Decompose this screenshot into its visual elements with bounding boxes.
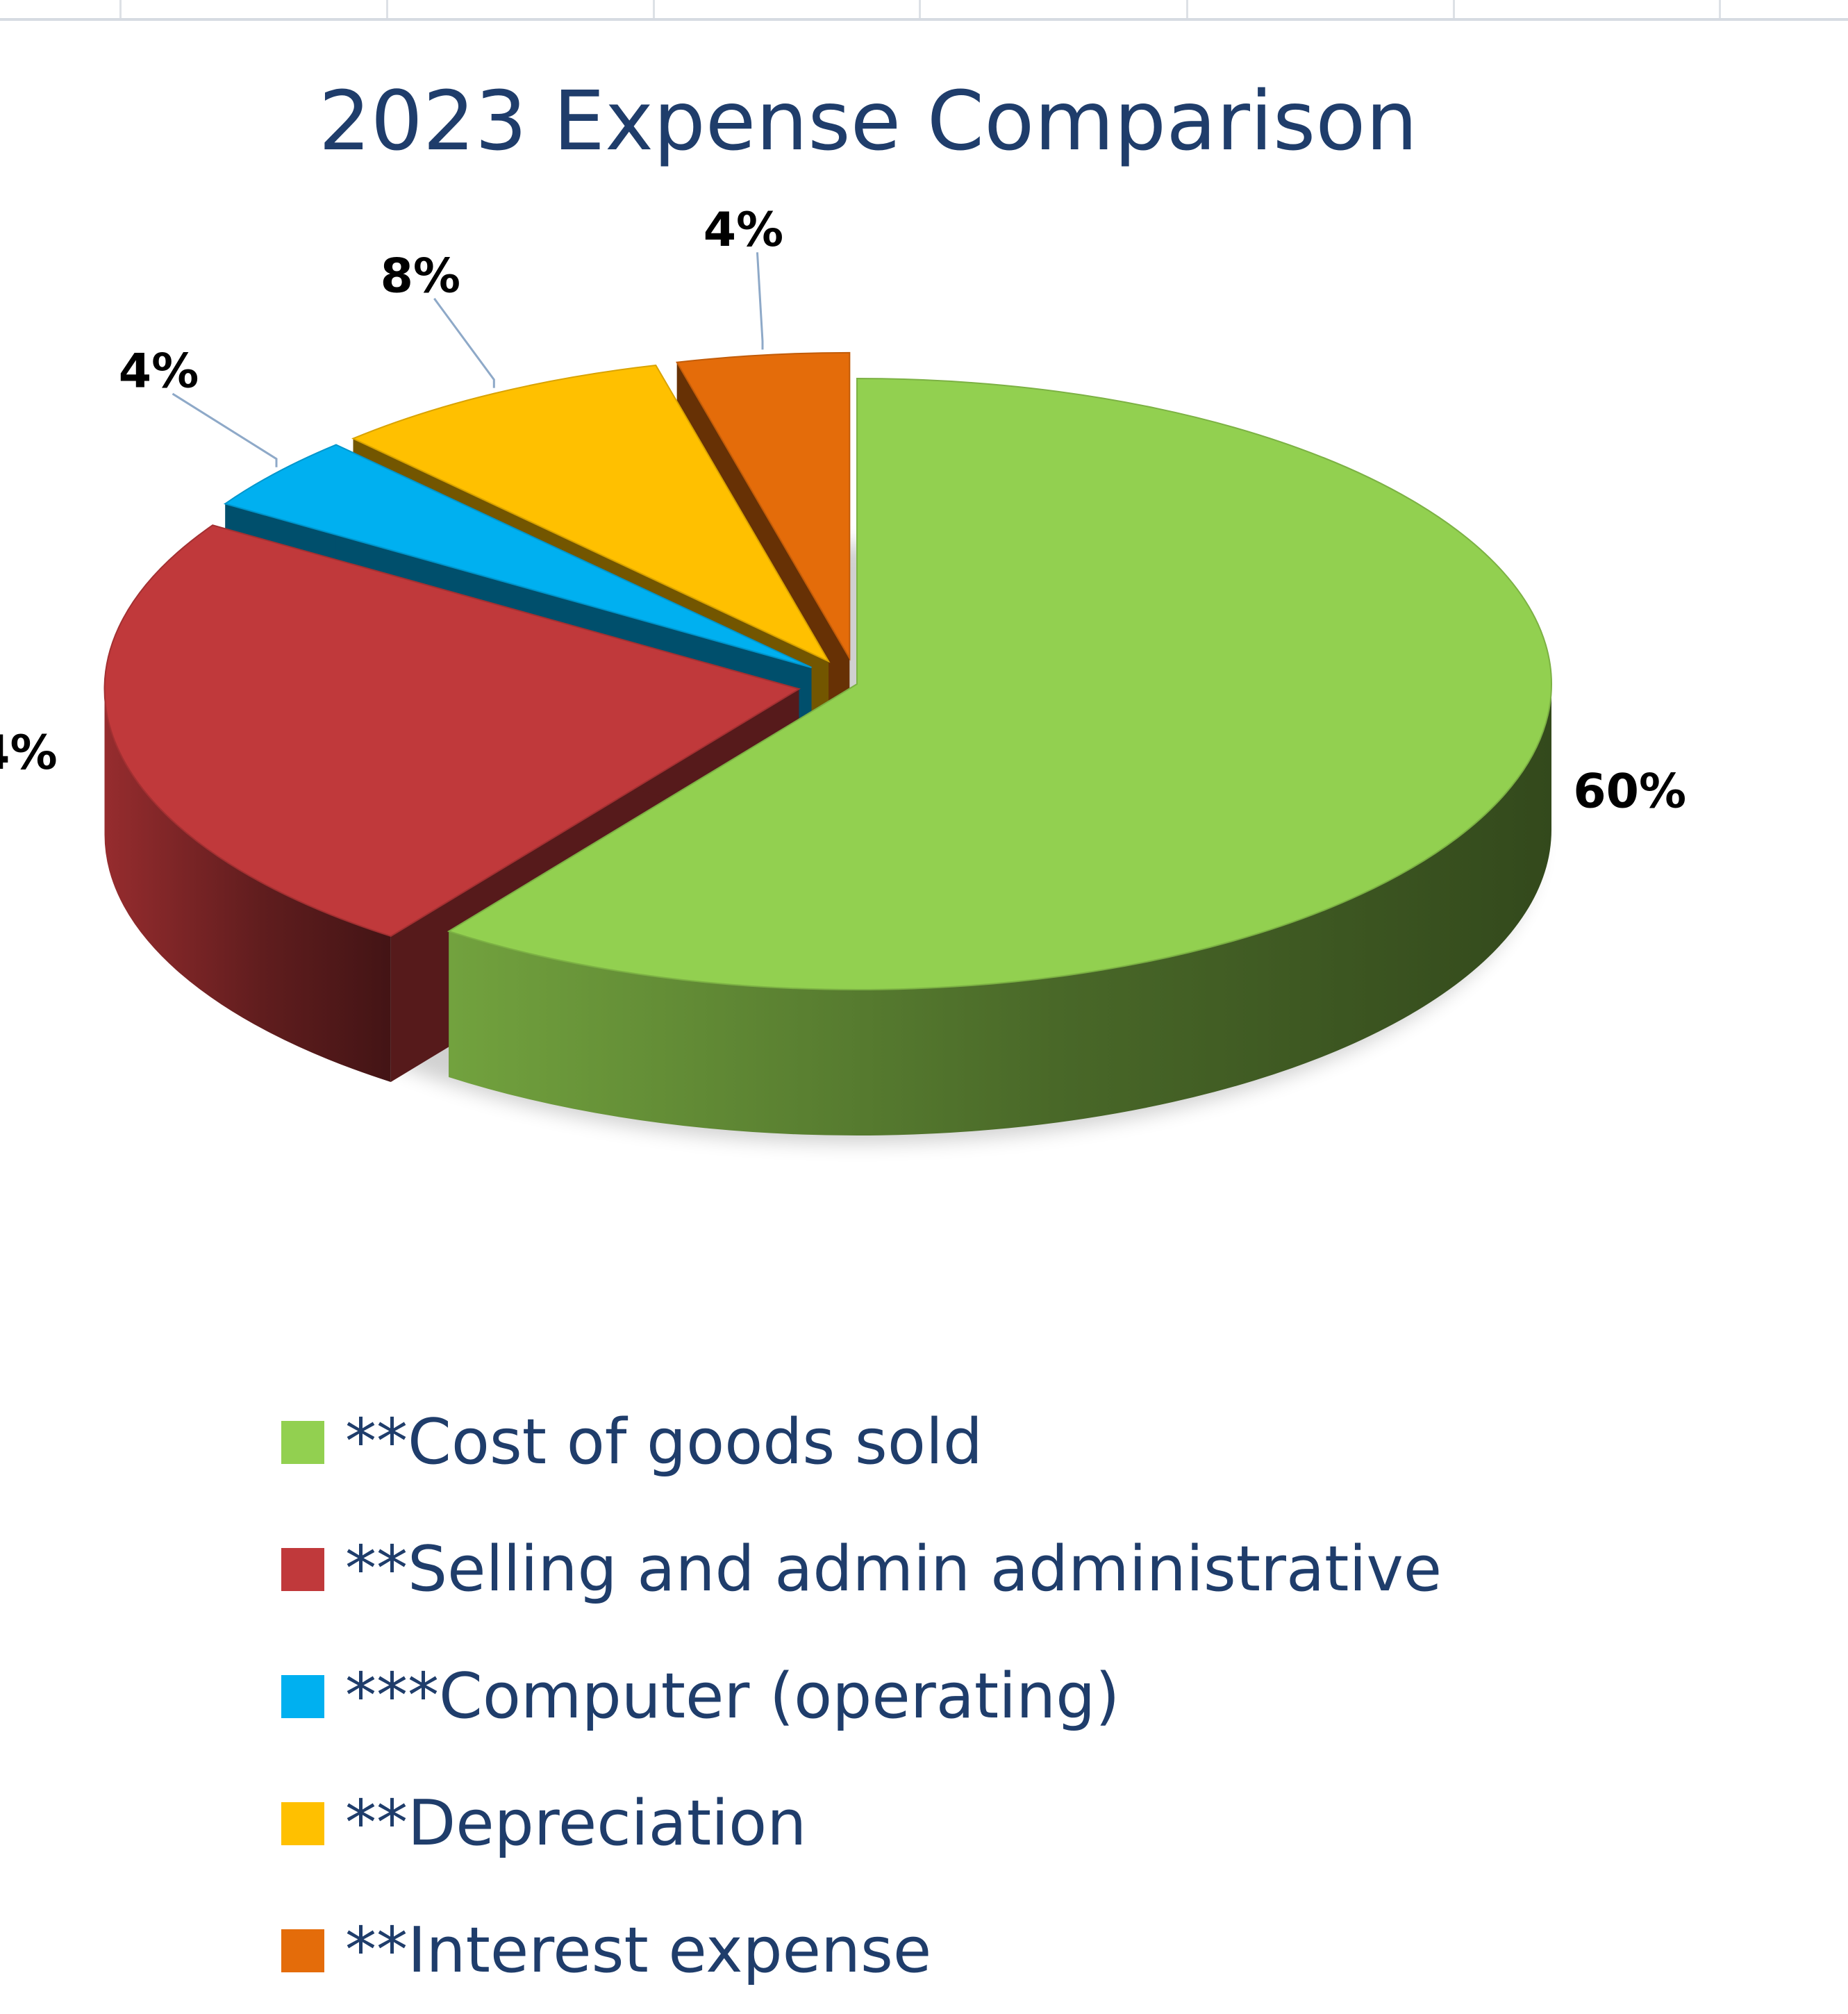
data-label: 24% [0,726,58,781]
chart-title: 2023 Expense Comparison [318,73,1418,169]
pie-slice[interactable] [351,364,831,663]
data-label-leader-line [172,392,278,467]
legend-label: **Selling and admin administrative [345,1533,1442,1606]
legend-label: **Interest expense [345,1914,932,1987]
spreadsheet-grid-strip [0,0,1848,21]
grid-column-divider [386,0,388,18]
data-label-leader-line [433,297,495,388]
legend-label: **Cost of goods sold [345,1406,983,1479]
legend-item: **Cost of goods sold [281,1379,1442,1506]
legend-swatch [281,1547,324,1591]
pie-slice[interactable] [223,444,812,669]
pie-slice[interactable] [103,524,801,938]
pie-slice[interactable] [447,377,1552,990]
pie-chart[interactable]: 60% 24% 4% 8% 4% [0,0,1848,1250]
legend-swatch [281,1929,324,1972]
legend-item: **Interest expense [281,1887,1442,2014]
grid-column-divider [1453,0,1455,18]
data-label: 8% [381,249,460,303]
data-label-leader-line [756,252,764,350]
legend-swatch [281,1801,324,1845]
legend-item: **Depreciation [281,1760,1442,1887]
legend-swatch [281,1674,324,1718]
grid-column-divider [1719,0,1721,18]
pie-slice[interactable] [676,351,851,661]
legend-label: **Depreciation [345,1787,807,1860]
legend-label: ***Computer (operating) [345,1660,1120,1733]
legend-swatch [281,1420,324,1464]
grid-column-divider [919,0,921,18]
pie-slice-side [104,689,391,1082]
grid-column-divider [1186,0,1188,18]
grid-column-divider [119,0,122,18]
data-label: 60% [1573,765,1686,819]
data-label: 4% [119,344,199,399]
chart-legend: **Cost of goods sold **Selling and admin … [281,1379,1442,2014]
data-label: 4% [704,203,783,258]
pie-slice-side [449,684,1551,1136]
legend-item: ***Computer (operating) [281,1633,1442,1760]
grid-column-divider [653,0,655,18]
legend-item: **Selling and admin administrative [281,1506,1442,1633]
